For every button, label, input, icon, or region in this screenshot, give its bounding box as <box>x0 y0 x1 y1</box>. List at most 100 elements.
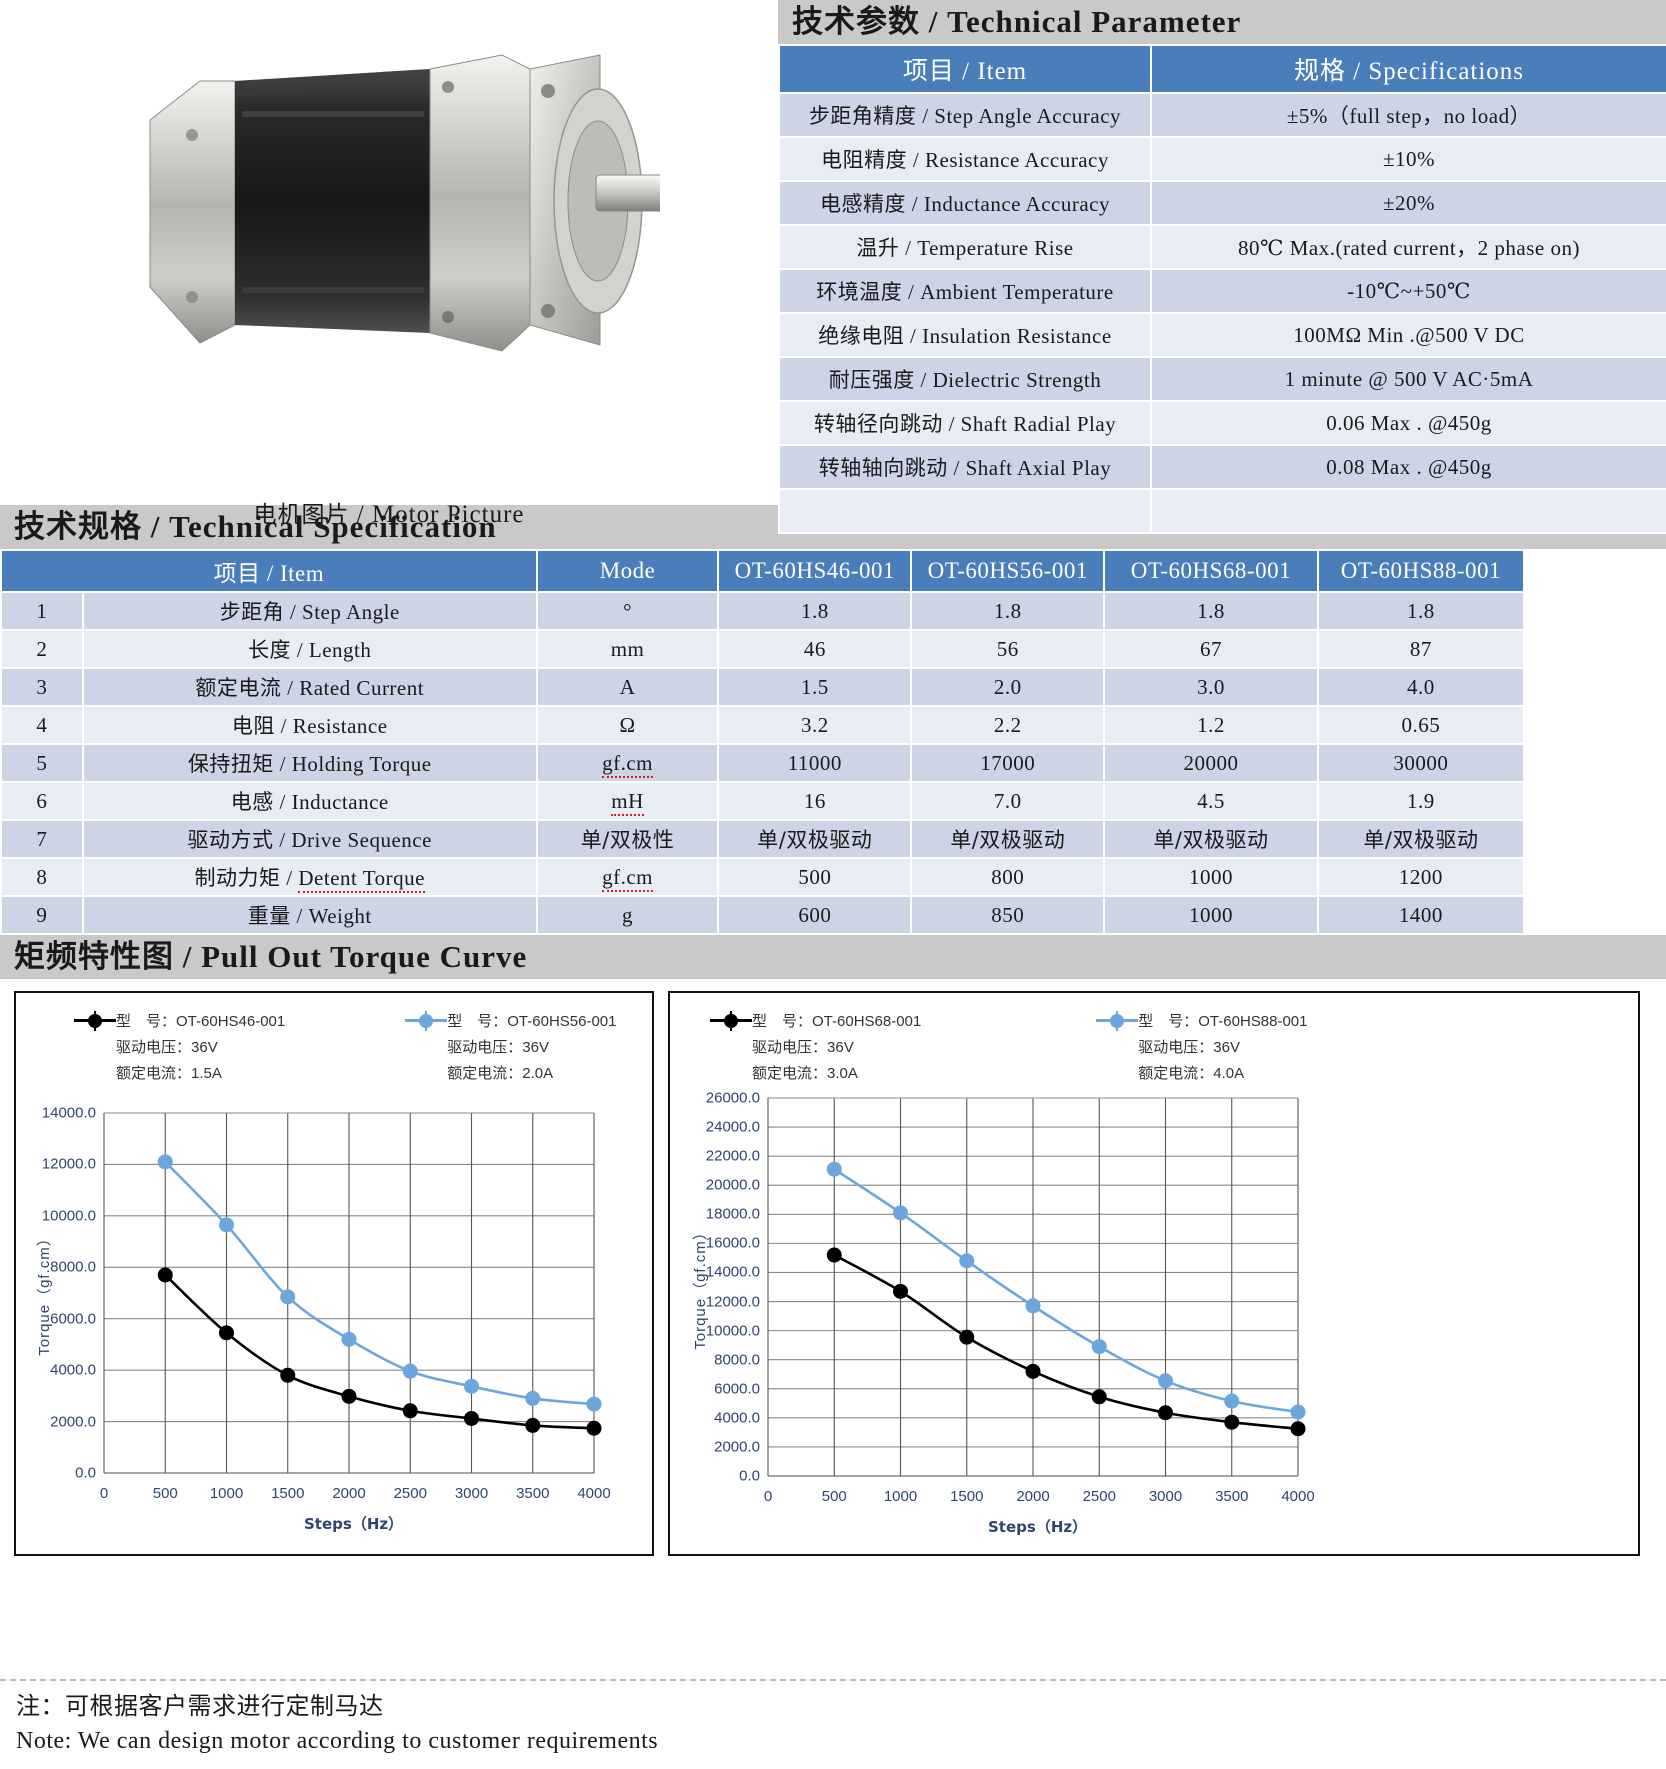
series-line-1 <box>833 1168 1299 1414</box>
spec-item-cn: 长度 <box>248 638 292 662</box>
chart-plot-area <box>103 1112 602 1474</box>
spec-item-cell: 额定电流 / Rated Current <box>81 667 538 707</box>
spec-row-number: 4 <box>0 705 84 745</box>
param-value-cell: 0.08 Max . @450g <box>1150 444 1666 490</box>
x-axis-tick-label: 1000 <box>883 1488 918 1505</box>
footer-divider <box>0 1679 1666 1681</box>
technical-parameter-pane: 技术参数 / Technical Parameter 项目 / Item 规格 <box>778 0 1666 534</box>
data-point <box>1091 1389 1107 1405</box>
x-axis-tick-label: 2000 <box>332 1485 366 1502</box>
legend-entry-1: 型 号：OT-60HS88-001 驱动电压：36V 额定电流：4.0A <box>1096 1009 1308 1086</box>
spec-header-mode: Mode <box>535 549 720 593</box>
param-item-cn: 步距角精度 <box>808 104 917 128</box>
legend-model-value: OT-60HS56-001 <box>507 1013 617 1030</box>
data-point <box>280 1367 296 1383</box>
param-item-cell: 步距角精度 / Step Angle Accuracy <box>778 92 1152 138</box>
param-item-cn: 环境温度 <box>816 280 903 304</box>
y-axis-tick-label: 10000.0 <box>705 1322 760 1340</box>
spec-value-cell-0: 1.5 <box>717 667 913 707</box>
x-axis-tick-label: 1000 <box>209 1485 244 1502</box>
x-axis-tick-label: 0 <box>763 1488 773 1505</box>
y-axis-tick-label: 12000.0 <box>705 1293 760 1311</box>
x-axis-tick-label: 4000 <box>1281 1488 1315 1505</box>
spec-item-cell: 驱动方式 / Drive Sequence <box>81 819 538 859</box>
spec-item-en: Resistance <box>292 714 388 738</box>
spec-item-cell: 制动力矩 / Detent Torque <box>81 857 538 897</box>
data-point <box>1290 1404 1306 1420</box>
spec-item-cn: 电感 <box>230 790 274 814</box>
spec-mode-text: Ω <box>619 712 636 737</box>
y-axis-tick-label: 10000.0 <box>41 1207 96 1225</box>
technical-parameter-title-en: Technical Parameter <box>947 4 1242 39</box>
top-section: 电机图片 / Motor Picture 技术参数 / Technical Pa… <box>0 0 1666 534</box>
spec-mode-text: A <box>619 674 636 699</box>
spec-value-cell-2: 1.8 <box>1103 591 1319 631</box>
spec-spacer-cell <box>1524 630 1665 668</box>
spec-row-number: 3 <box>0 667 84 707</box>
param-item-cell: 转轴径向跳动 / Shaft Radial Play <box>778 400 1152 446</box>
param-item-cell: 环境温度 / Ambient Temperature <box>778 268 1152 314</box>
spec-item-cn: 驱动方式 <box>187 828 274 852</box>
legend-current-line: 额定电流：1.5A <box>116 1063 222 1082</box>
spec-value-cell-2: 1000 <box>1103 857 1319 897</box>
spec-item-cell: 电阻 / Resistance <box>81 705 538 745</box>
spec-item-cn: 重量 <box>247 904 291 928</box>
spec-value-cell-3: 1200 <box>1316 857 1526 897</box>
y-axis-tick-label: 20000.0 <box>705 1176 760 1194</box>
spec-value-cell-3: 4.0 <box>1316 667 1526 707</box>
legend-model-line: 型 号：OT-60HS56-001 <box>447 1012 617 1030</box>
data-point <box>341 1388 357 1404</box>
technical-parameter-table: 项目 / Item 规格 / Specifications 步距角精度 / St… <box>778 44 1666 534</box>
spec-mode-cell: ° <box>535 591 720 631</box>
motor-caption-cn: 电机图片 <box>253 502 350 528</box>
spec-header-model-0: OT-60HS46-001 <box>717 549 913 593</box>
spec-value-cell-0: 11000 <box>717 743 913 783</box>
spec-row-number: 7 <box>0 819 84 859</box>
x-axis-tick-label: 0 <box>99 1485 109 1502</box>
param-item-cn: 转轴轴向跳动 <box>818 456 948 480</box>
data-point <box>826 1247 842 1263</box>
spec-item-en: Rated Current <box>299 676 425 700</box>
legend-text: 型 号：OT-60HS88-001 驱动电压：36V 额定电流：4.0A <box>1138 1009 1307 1086</box>
y-axis-tick-label: 2000.0 <box>50 1413 96 1431</box>
header-spec-en: Specifications <box>1368 58 1525 85</box>
legend-current-value: 4.0A <box>1213 1064 1245 1082</box>
spec-spacer-cell <box>1524 668 1665 706</box>
data-point <box>1158 1373 1173 1389</box>
spec-value-cell-2: 67 <box>1103 629 1319 669</box>
spec-value-cell-1: 7.0 <box>910 781 1106 821</box>
spec-mode-text: gf.cm <box>602 750 653 778</box>
spec-mode-cell: gf.cm <box>535 857 720 897</box>
spec-item-cn: 步距角 <box>219 600 285 624</box>
spec-spacer-cell <box>1524 782 1665 820</box>
spec-value-cell-3: 30000 <box>1316 743 1526 783</box>
param-item-cn: 电感精度 <box>820 192 906 216</box>
chart-legend: 型 号：OT-60HS68-001 驱动电压：36V 额定电流：3.0A 型 号：OT… <box>670 1009 1666 1086</box>
y-axis-title: Torque（gf.cm） <box>36 1230 53 1356</box>
y-axis-tick-label: 0.0 <box>739 1467 760 1485</box>
spec-value-cell-0: 500 <box>717 857 913 897</box>
data-point <box>464 1378 479 1394</box>
spec-item-cn: 保持扭矩 <box>187 752 274 776</box>
table-row: 转轴轴向跳动 / Shaft Axial Play 0.08 Max . @450… <box>778 444 1666 490</box>
legend-model-value: OT-60HS68-001 <box>812 1013 922 1030</box>
x-axis-title: Steps（Hz） <box>988 1518 1088 1536</box>
spec-mode-text: mH <box>611 788 644 816</box>
param-item-en: Shaft Axial Play <box>965 456 1112 480</box>
param-item-cn: 温升 <box>856 236 900 260</box>
spec-item-cell: 电感 / Inductance <box>81 781 538 821</box>
legend-current-line: 额定电流：3.0A <box>752 1063 858 1082</box>
legend-model-line: 型 号：OT-60HS68-001 <box>752 1012 922 1030</box>
data-point <box>157 1267 173 1283</box>
legend-model-line: 型 号：OT-60HS46-001 <box>116 1012 286 1030</box>
spec-spacer-cell <box>1524 858 1665 896</box>
data-point <box>893 1205 908 1221</box>
x-axis-tick-label: 1500 <box>950 1488 984 1505</box>
spec-row-number: 5 <box>0 743 84 783</box>
param-value-cell: ±10% <box>1150 136 1666 182</box>
pull-out-torque-chart-left: 型 号：OT-60HS46-001 驱动电压：36V 额定电流：1.5A 型 号：OT… <box>14 991 654 1556</box>
data-point <box>219 1217 234 1233</box>
pull-out-torque-title-en: Pull Out Torque Curve <box>201 939 528 974</box>
data-point <box>959 1253 975 1269</box>
